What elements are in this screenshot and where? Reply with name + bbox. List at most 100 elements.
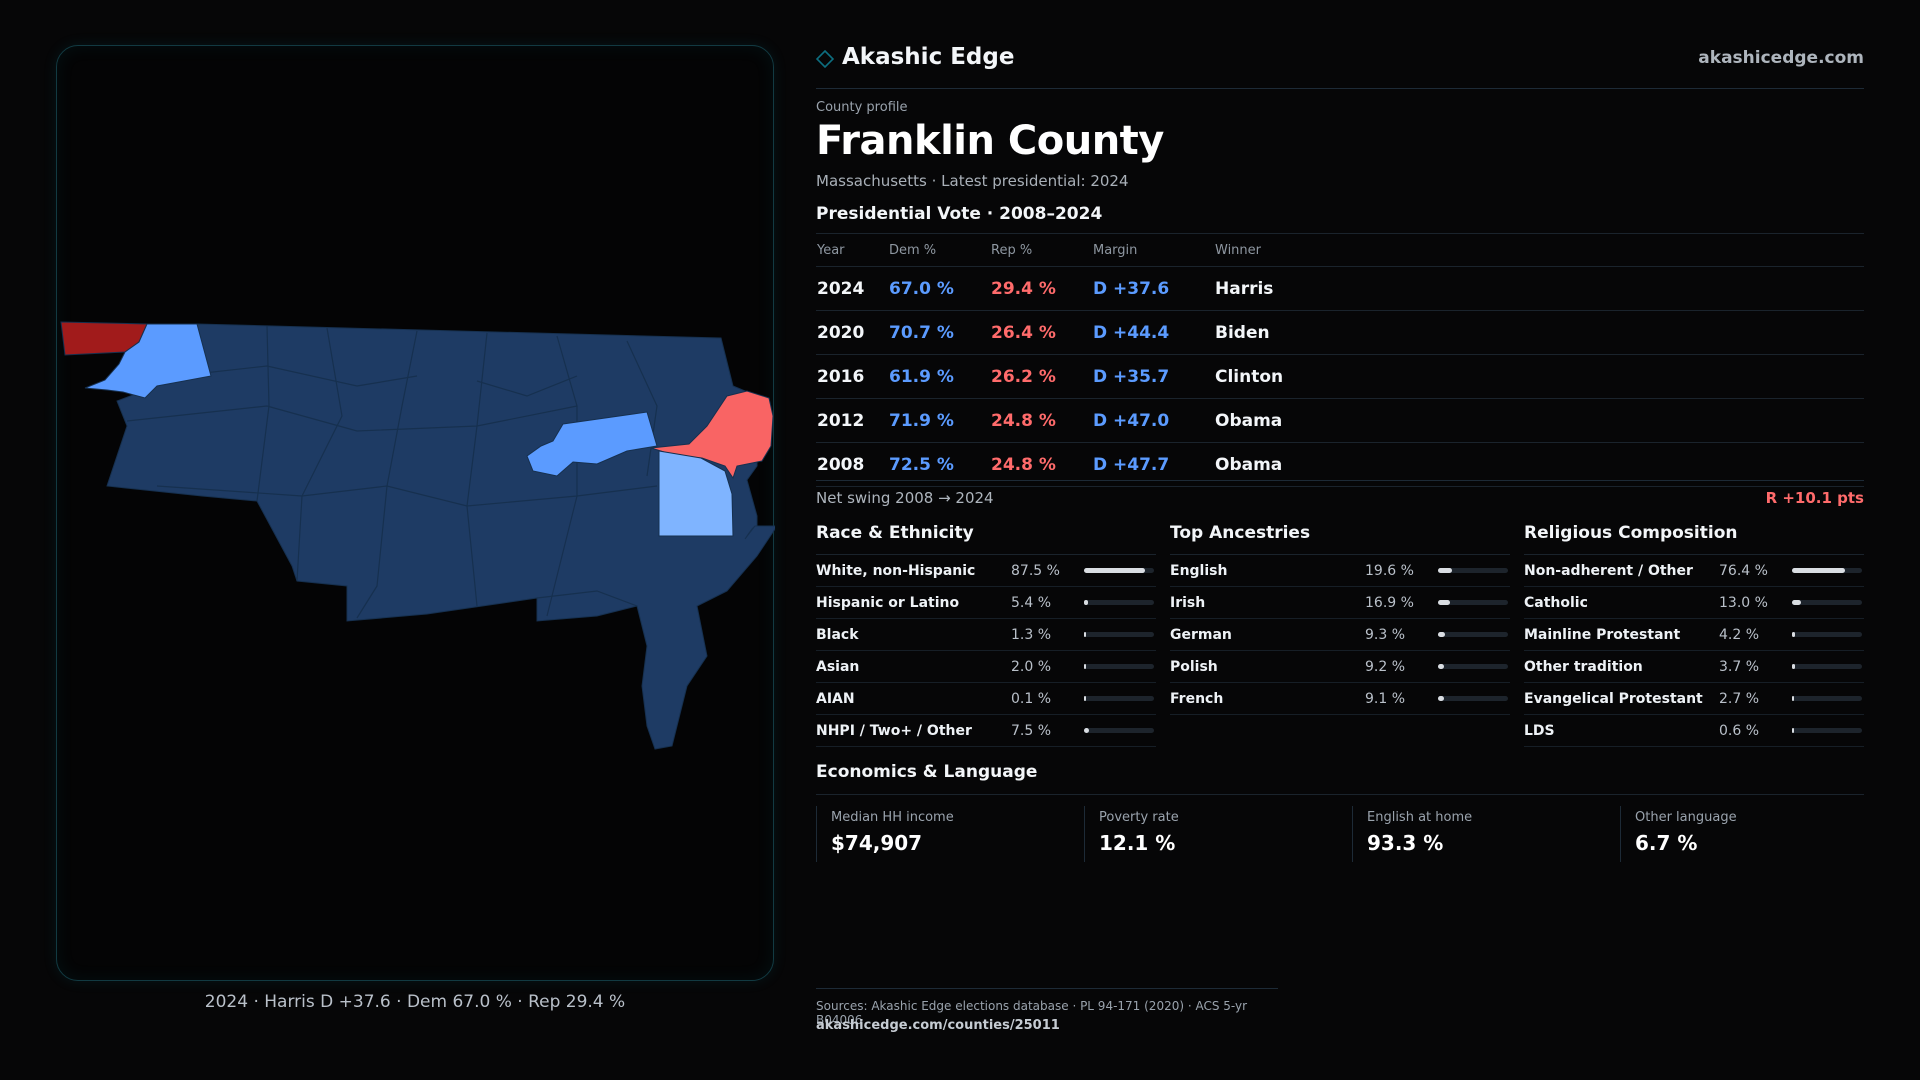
item-value: 16.9 %	[1365, 595, 1414, 611]
item-value: 3.7 %	[1719, 659, 1760, 675]
item-label: Asian	[816, 659, 860, 675]
list-item: NHPI / Two+ / Other 7.5 %	[816, 715, 1156, 747]
item-bar	[1084, 632, 1154, 637]
item-bar	[1438, 568, 1508, 573]
item-bar-fill	[1084, 632, 1086, 637]
item-label: LDS	[1524, 723, 1555, 739]
cell-year: 2024	[816, 266, 888, 311]
economics-section: Median HH income $74,907 Poverty rate 12…	[816, 806, 1864, 862]
list-item: LDS 0.6 %	[1524, 715, 1864, 747]
table-row: 2016 61.9 % 26.2 % D +35.7 Clinton	[816, 354, 1864, 399]
stat-label: English at home	[1367, 810, 1473, 825]
cell-rep: 26.4 %	[990, 310, 1092, 355]
list-item: Hispanic or Latino 5.4 %	[816, 587, 1156, 619]
map-panel	[56, 45, 775, 982]
list-item: French 9.1 %	[1170, 683, 1510, 715]
item-label: Mainline Protestant	[1524, 627, 1681, 643]
item-label: White, non-Hispanic	[816, 563, 976, 579]
cell-year: 2020	[816, 310, 888, 355]
map-town-dem-strong-west[interactable]	[84, 323, 212, 399]
religion-title: Religious Composition	[1524, 522, 1864, 555]
item-bar-fill	[1084, 600, 1088, 605]
stat-english-at-home: English at home 93.3 %	[1352, 806, 1592, 862]
cell-year: 2016	[816, 354, 888, 399]
list-item: Other tradition 3.7 %	[1524, 651, 1864, 683]
item-bar-fill	[1084, 696, 1086, 701]
item-label: French	[1170, 691, 1224, 707]
header-winner: Winner	[1214, 233, 1864, 267]
item-value: 87.5 %	[1011, 563, 1060, 579]
stat-value: 12.1 %	[1099, 831, 1176, 855]
item-value: 2.0 %	[1011, 659, 1052, 675]
stat-poverty-rate: Poverty rate 12.1 %	[1084, 806, 1324, 862]
item-label: Catholic	[1524, 595, 1588, 611]
item-value: 9.2 %	[1365, 659, 1406, 675]
stat-value: $74,907	[831, 831, 923, 855]
item-bar	[1084, 664, 1154, 669]
presidential-vote-table: Year Dem % Rep % Margin Winner 2024 67.0…	[816, 233, 1864, 487]
item-bar	[1438, 664, 1508, 669]
cell-margin: D +44.4	[1092, 310, 1214, 355]
cell-year: 2012	[816, 398, 888, 443]
sources-note: Sources: Akashic Edge elections database…	[816, 988, 1278, 1027]
profile-panel: Akashic Edge akashicedge.com County prof…	[816, 40, 1864, 1033]
cell-year: 2008	[816, 442, 888, 487]
cell-dem: 72.5 %	[888, 442, 990, 487]
presidential-vote-title: Presidential Vote · 2008–2024	[816, 204, 1103, 224]
ancestries-title: Top Ancestries	[1170, 522, 1510, 555]
item-label: Irish	[1170, 595, 1206, 611]
item-value: 0.1 %	[1011, 691, 1052, 707]
cell-winner: Obama	[1214, 398, 1864, 443]
item-bar-fill	[1084, 728, 1090, 733]
religion-section: Religious Composition Non-adherent / Oth…	[1524, 522, 1864, 747]
item-label: Other tradition	[1524, 659, 1643, 675]
item-value: 9.1 %	[1365, 691, 1406, 707]
cell-dem: 71.9 %	[888, 398, 990, 443]
cell-rep: 29.4 %	[990, 266, 1092, 311]
item-label: Non-adherent / Other	[1524, 563, 1693, 579]
item-bar-fill	[1084, 664, 1086, 669]
item-bar	[1084, 568, 1154, 573]
cell-rep: 24.8 %	[990, 442, 1092, 487]
page-subtitle: Massachusetts · Latest presidential: 202…	[816, 172, 1129, 190]
cell-rep: 26.2 %	[990, 354, 1092, 399]
race-ethnicity-section: Race & Ethnicity White, non-Hispanic 87.5…	[816, 522, 1156, 747]
item-value: 76.4 %	[1719, 563, 1768, 579]
list-item: English 19.6 %	[1170, 555, 1510, 587]
header-margin: Margin	[1092, 233, 1214, 267]
cell-margin: D +37.6	[1092, 266, 1214, 311]
stat-median-income: Median HH income $74,907	[816, 806, 1056, 862]
item-bar	[1792, 664, 1862, 669]
diamond-logo-icon	[816, 50, 834, 68]
item-bar-fill	[1438, 600, 1450, 605]
stat-label: Poverty rate	[1099, 810, 1179, 825]
map-town-dem-light[interactable]	[658, 450, 734, 537]
item-bar-fill	[1792, 600, 1802, 605]
source-url-link[interactable]: akashicedge.com/counties/25011	[816, 1018, 1060, 1033]
item-bar-fill	[1792, 696, 1794, 701]
item-bar	[1792, 632, 1862, 637]
stat-label: Other language	[1635, 810, 1737, 825]
item-label: Hispanic or Latino	[816, 595, 960, 611]
cell-winner: Clinton	[1214, 354, 1864, 399]
list-item: Non-adherent / Other 76.4 %	[1524, 555, 1864, 587]
map-caption: 2024 · Harris D +37.6 · Dem 67.0 % · Rep…	[204, 992, 626, 1012]
brand-row: Akashic Edge akashicedge.com	[816, 40, 1864, 89]
item-bar	[1792, 728, 1862, 733]
table-row: 2020 70.7 % 26.4 % D +44.4 Biden	[816, 310, 1864, 355]
cell-rep: 24.8 %	[990, 398, 1092, 443]
cell-margin: D +47.0	[1092, 398, 1214, 443]
cell-dem: 67.0 %	[888, 266, 990, 311]
race-ethnicity-title: Race & Ethnicity	[816, 522, 1156, 555]
item-bar	[1438, 632, 1508, 637]
item-bar-fill	[1438, 632, 1445, 637]
item-value: 7.5 %	[1011, 723, 1052, 739]
map-town-dem-strong-central[interactable]	[526, 411, 658, 477]
item-label: English	[1170, 563, 1228, 579]
table-row: 2012 71.9 % 24.8 % D +47.0 Obama	[816, 398, 1864, 443]
item-bar-fill	[1438, 568, 1452, 573]
county-map[interactable]	[57, 46, 775, 982]
brand-url[interactable]: akashicedge.com	[1698, 48, 1864, 68]
item-label: AIAN	[816, 691, 855, 707]
item-label: Evangelical Protestant	[1524, 691, 1703, 707]
